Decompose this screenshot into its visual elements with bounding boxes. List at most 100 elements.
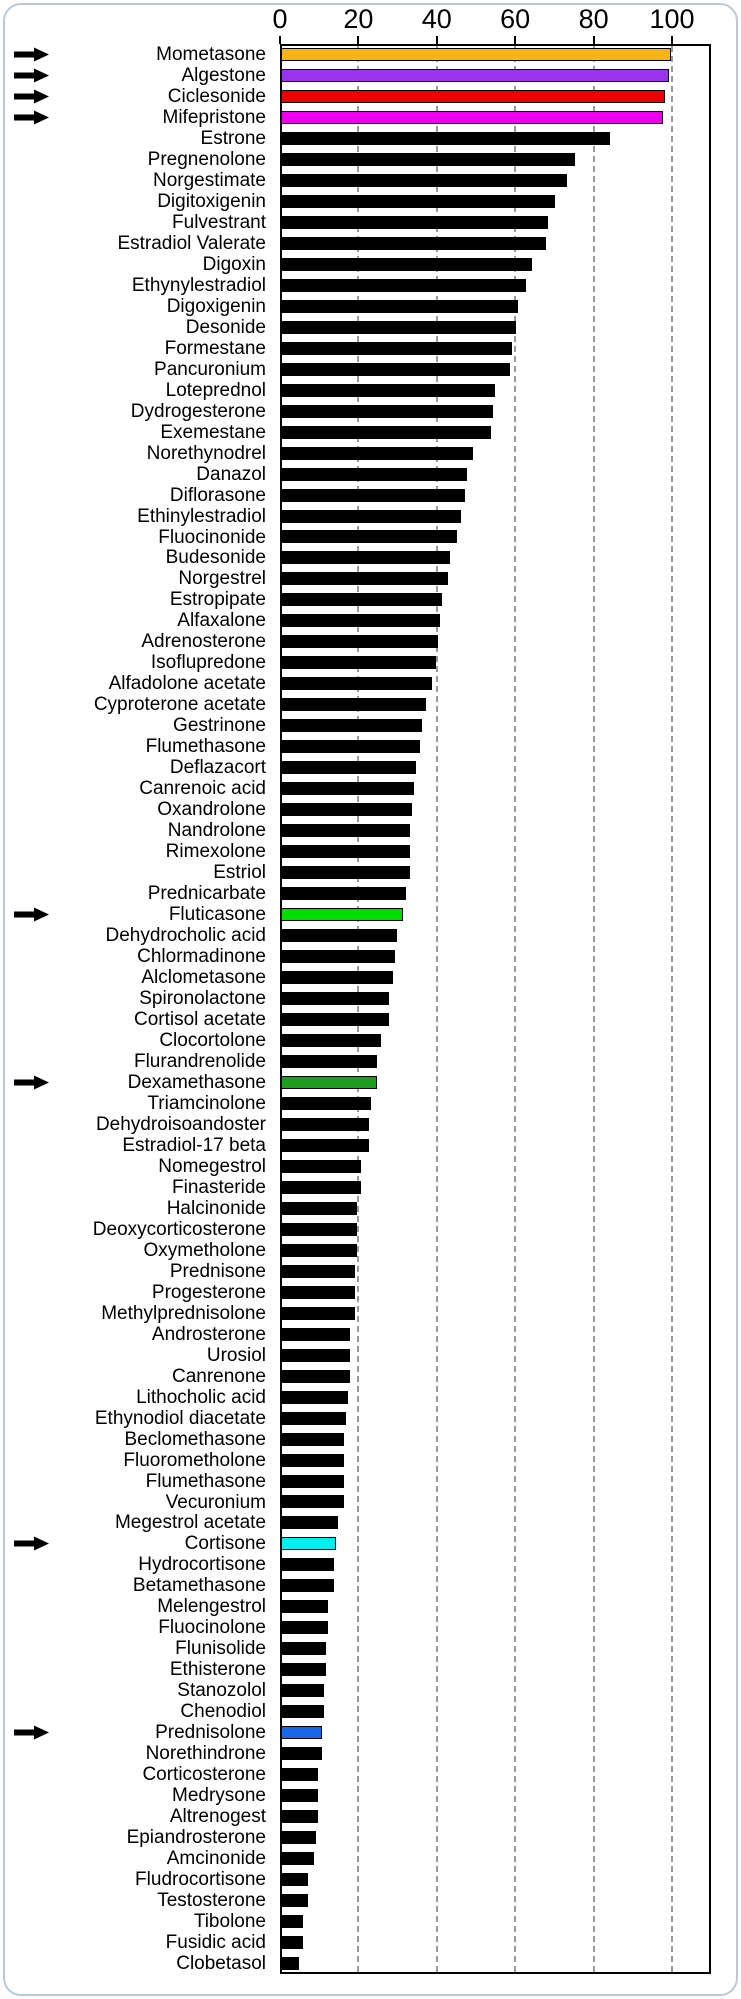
bar-label: Cortisone: [184, 1533, 266, 1555]
bar-row: Dexamethasone: [0, 1072, 741, 1093]
bar: [281, 1894, 309, 1908]
bar-row: Finasteride: [0, 1177, 741, 1198]
bar-row: Methylprednisolone: [0, 1303, 741, 1324]
bar-row: Pregnenolone: [0, 149, 741, 170]
bar-row: Flumethasone: [0, 736, 741, 757]
bar-row: Clocortolone: [0, 1030, 741, 1051]
bar: [281, 1747, 323, 1761]
bar-label: Megestrol acetate: [114, 1512, 266, 1534]
bar: [281, 236, 546, 250]
bar: [281, 1621, 329, 1635]
bar-row: Progesterone: [0, 1282, 741, 1303]
bar-row: Flurandrenolide: [0, 1051, 741, 1072]
bar-label: Oxandrolone: [157, 799, 266, 821]
bar-label: Clobetasol: [176, 1953, 266, 1975]
x-axis-tick-label: 100: [649, 4, 695, 34]
bar: [281, 1327, 350, 1341]
bar-label: Prednisone: [169, 1260, 266, 1282]
bar-row: Spironolactone: [0, 988, 741, 1009]
bar: [281, 1663, 327, 1677]
bar: [281, 1684, 325, 1698]
bar-label: Prednicarbate: [147, 883, 266, 905]
bar-label: Estrone: [200, 127, 266, 149]
bar-label: Norethindrone: [145, 1743, 266, 1765]
bar-label: Ciclesonide: [167, 85, 266, 107]
bar-row: Testosterone: [0, 1890, 741, 1911]
bar: [281, 173, 568, 187]
bar-label: Mifepristone: [162, 106, 267, 128]
vertical-gridline: [514, 46, 517, 1972]
bar: [281, 1264, 356, 1278]
bar: [281, 1390, 348, 1404]
bar-row: Triamcinolone: [0, 1093, 741, 1114]
bar: [281, 1789, 319, 1803]
bar: [281, 1810, 319, 1824]
bar: [281, 1873, 309, 1887]
bar-row: Urosiol: [0, 1345, 741, 1366]
right-arrow-icon: [14, 1725, 49, 1740]
bar-label: Estradiol Valerate: [117, 232, 266, 254]
bar-row: Desonide: [0, 317, 741, 338]
bar: [281, 1411, 346, 1425]
bar-label: Vecuronium: [165, 1491, 266, 1513]
bar: [281, 1915, 303, 1929]
bar-row: Pancuronium: [0, 359, 741, 380]
bar-label: Dydrogesterone: [130, 400, 266, 422]
bar-row: Amcinonide: [0, 1848, 741, 1869]
bar-row: Flunisolide: [0, 1638, 741, 1659]
bar-row: Oxandrolone: [0, 799, 741, 820]
bar-row: Deflazacort: [0, 757, 741, 778]
bar-row: Mometasone: [0, 44, 741, 65]
bar-row: Fluticasone: [0, 904, 741, 925]
bar: [281, 782, 415, 796]
bar: [281, 1852, 315, 1866]
bar-row: Isoflupredone: [0, 652, 741, 673]
bar-row: Digitoxigenin: [0, 191, 741, 212]
bar-label: Rimexolone: [165, 841, 266, 863]
bar: [281, 593, 442, 607]
bar: [281, 152, 575, 166]
x-axis-tick-mark: [279, 36, 281, 44]
bar: [281, 740, 421, 754]
bar: [281, 362, 511, 376]
bar: [281, 1159, 362, 1173]
bar-label: Norgestimate: [153, 169, 266, 191]
bar-label: Chlormadinone: [137, 946, 266, 968]
x-axis-tick-mark: [592, 36, 595, 44]
bar-label: Testosterone: [157, 1890, 266, 1912]
bar-row: Budesonide: [0, 547, 741, 568]
bar: [281, 341, 513, 355]
bar: [281, 698, 427, 712]
bar-row: Algestone: [0, 65, 741, 86]
bar: [281, 299, 519, 313]
bar-label: Pregnenolone: [147, 148, 266, 170]
bar-row: Oxymetholone: [0, 1240, 741, 1261]
bar-row: Chlormadinone: [0, 946, 741, 967]
bar: [281, 1453, 344, 1467]
bar-row: Deoxycorticosterone: [0, 1219, 741, 1240]
bar: [281, 1201, 358, 1215]
bar: [281, 1831, 317, 1845]
bar-label: Nomegestrol: [158, 1155, 266, 1177]
bar: [281, 656, 436, 670]
bar: [281, 1474, 344, 1488]
right-arrow-icon: [14, 1536, 49, 1551]
bar: [281, 992, 389, 1005]
bar-label: Norethynodrel: [146, 442, 266, 464]
bar: [281, 383, 495, 397]
bar-row: Canrenoic acid: [0, 778, 741, 799]
bar-label: Fluticasone: [168, 904, 266, 926]
bar-label: Lithocholic acid: [136, 1386, 266, 1408]
bar-row: Altrenogest: [0, 1806, 741, 1827]
bar-label: Amcinonide: [166, 1848, 266, 1870]
bar-label: Stanozolol: [177, 1680, 266, 1702]
bar-label: Tibolone: [193, 1911, 266, 1933]
bar-label: Pancuronium: [154, 358, 266, 380]
bar-row: Prednisone: [0, 1261, 741, 1282]
bar-row: Adrenosterone: [0, 631, 741, 652]
bar-label: Epiandrosterone: [126, 1827, 266, 1849]
bar-row: Fulvestrant: [0, 212, 741, 233]
bar: [281, 1768, 319, 1782]
bar-label: Fluocinonide: [158, 526, 266, 548]
bar-row: Diflorasone: [0, 485, 741, 506]
